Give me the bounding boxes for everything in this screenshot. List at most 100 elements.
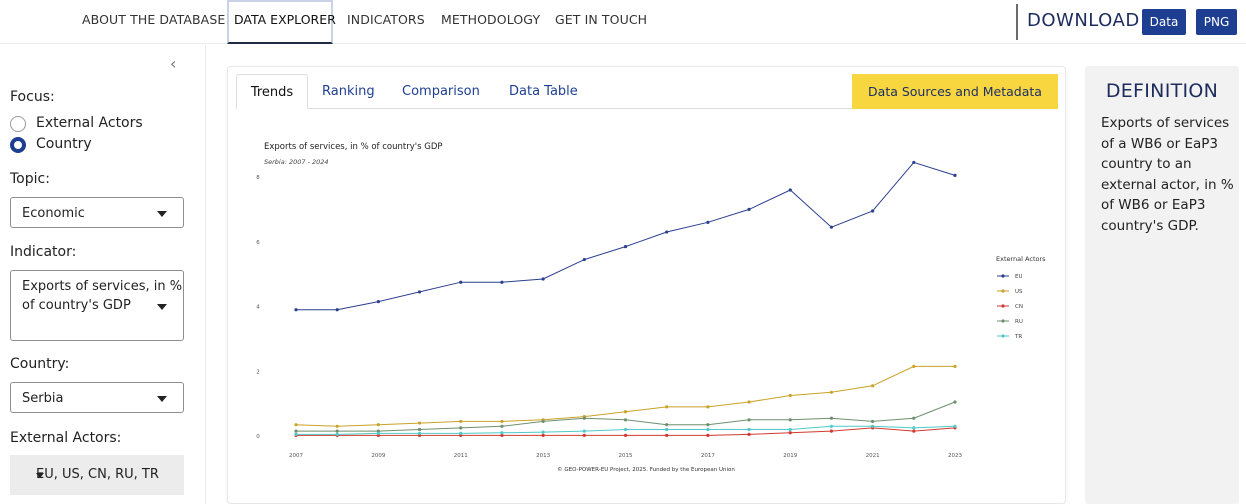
y-tick-label: 2 bbox=[256, 369, 260, 375]
radio-checked-icon[interactable] bbox=[10, 137, 26, 153]
x-tick-label: 2009 bbox=[371, 453, 385, 459]
topic-select[interactable]: Economic bbox=[10, 197, 184, 228]
data-point-tr bbox=[747, 427, 751, 432]
definition-panel: DEFINITION Exports of services of a WB6 … bbox=[1085, 66, 1239, 504]
external-actors-select[interactable]: EU, US, CN, RU, TR bbox=[10, 455, 184, 495]
series-line-eu bbox=[296, 161, 956, 311]
focus-option-external-actors[interactable]: External Actors bbox=[10, 115, 190, 133]
data-point-tr bbox=[335, 432, 339, 436]
data-point-ru bbox=[665, 423, 669, 427]
data-point-ru bbox=[953, 400, 957, 404]
data-point-tr bbox=[376, 431, 380, 436]
data-point-tr bbox=[912, 426, 916, 430]
data-point-tr bbox=[541, 430, 545, 434]
x-tick-label: 2015 bbox=[619, 453, 633, 459]
data-point-cn bbox=[541, 433, 545, 437]
y-tick-label: 8 bbox=[256, 175, 260, 181]
data-point-tr bbox=[953, 424, 957, 428]
data-point-ru bbox=[541, 419, 545, 424]
legend-marker-us bbox=[1001, 289, 1005, 293]
x-tick-label: 2019 bbox=[783, 453, 797, 459]
external-actors-label: External Actors: bbox=[10, 430, 122, 446]
data-point-us bbox=[335, 424, 339, 428]
data-point-eu bbox=[417, 290, 422, 294]
caret-down-icon bbox=[157, 211, 167, 217]
radio-unchecked-icon[interactable] bbox=[10, 116, 26, 132]
data-point-eu bbox=[747, 207, 751, 211]
focus-option-label: Country bbox=[36, 136, 92, 152]
chevron-left-icon[interactable]: ‹ bbox=[170, 54, 177, 73]
data-point-tr bbox=[829, 424, 834, 428]
data-point-tr bbox=[623, 427, 628, 432]
data-point-us bbox=[788, 393, 792, 398]
country-select[interactable]: Serbia bbox=[10, 382, 184, 413]
indicator-label: Indicator: bbox=[10, 244, 77, 260]
data-point-eu bbox=[788, 188, 792, 192]
topic-select-value: Economic bbox=[22, 206, 85, 221]
data-point-ru bbox=[623, 418, 628, 422]
data-point-eu bbox=[912, 160, 916, 165]
data-point-us bbox=[294, 423, 298, 427]
definition-text: Exports of services of a WB6 or EaP3 cou… bbox=[1101, 115, 1234, 234]
country-label: Country: bbox=[10, 356, 70, 372]
data-point-ru bbox=[788, 418, 792, 422]
data-point-cn bbox=[829, 429, 834, 433]
x-tick-label: 2013 bbox=[536, 453, 550, 459]
data-point-us bbox=[417, 421, 422, 425]
data-point-us bbox=[912, 364, 916, 368]
caret-down-icon bbox=[157, 304, 167, 310]
data-point-cn bbox=[500, 433, 504, 437]
data-point-ru bbox=[459, 426, 463, 430]
data-sources-button[interactable]: Data Sources and Metadata bbox=[852, 74, 1058, 109]
data-point-eu bbox=[335, 308, 339, 312]
nav-methodology[interactable]: METHODOLOGY bbox=[441, 12, 541, 27]
definition-title: DEFINITION bbox=[1105, 80, 1219, 102]
indicator-select[interactable]: Exports of services, in % of country's G… bbox=[10, 270, 184, 341]
country-select-value: Serbia bbox=[22, 391, 64, 406]
indicator-select-value-line1: Exports of services, in % bbox=[22, 279, 183, 294]
data-point-eu bbox=[294, 308, 298, 312]
data-point-us bbox=[706, 405, 710, 409]
data-point-tr bbox=[665, 427, 669, 432]
tab-data-table[interactable]: Data Table bbox=[509, 84, 578, 99]
x-tick-label: 2017 bbox=[701, 453, 715, 459]
tab-ranking[interactable]: Ranking bbox=[322, 84, 375, 99]
data-point-tr bbox=[459, 431, 463, 436]
x-tick-label: 2011 bbox=[454, 453, 468, 459]
data-point-us bbox=[953, 364, 957, 368]
data-point-eu bbox=[871, 209, 875, 213]
data-point-ru bbox=[747, 418, 751, 422]
data-point-eu bbox=[376, 300, 380, 304]
data-point-eu bbox=[706, 220, 710, 224]
data-point-eu bbox=[623, 245, 628, 249]
data-point-cn bbox=[706, 433, 710, 437]
data-point-ru bbox=[912, 416, 916, 420]
tab-comparison[interactable]: Comparison bbox=[402, 84, 480, 99]
tab-trends[interactable]: Trends bbox=[236, 74, 308, 109]
top-navigation: ABOUT THE DATABASE DATA EXPLORER INDICAT… bbox=[0, 0, 1246, 44]
data-point-tr bbox=[871, 424, 875, 428]
download-png-button[interactable]: PNG bbox=[1196, 9, 1237, 35]
data-point-cn bbox=[623, 433, 628, 437]
data-point-tr bbox=[500, 431, 504, 435]
chart-title: Exports of services, in % of country's G… bbox=[264, 142, 443, 152]
legend-label-us: US bbox=[1015, 289, 1023, 295]
legend-label-cn: CN bbox=[1015, 304, 1023, 310]
data-point-eu bbox=[953, 173, 957, 177]
nav-about-database[interactable]: ABOUT THE DATABASE bbox=[82, 12, 226, 27]
nav-indicators[interactable]: INDICATORS bbox=[347, 12, 425, 27]
download-data-button[interactable]: Data bbox=[1142, 9, 1186, 35]
focus-option-country[interactable]: Country bbox=[10, 136, 190, 154]
data-point-ru bbox=[294, 429, 298, 433]
data-point-ru bbox=[582, 416, 586, 420]
data-point-us bbox=[665, 405, 669, 409]
y-tick-label: 0 bbox=[256, 434, 260, 440]
external-actors-value: EU, US, CN, RU, TR bbox=[36, 467, 159, 482]
legend-title: External Actors bbox=[996, 255, 1046, 263]
view-tabs: Trends Ranking Comparison Data Table bbox=[236, 74, 1058, 109]
nav-get-in-touch[interactable]: GET IN TOUCH bbox=[555, 12, 648, 27]
legend-marker-ru bbox=[1001, 319, 1005, 323]
data-point-cn bbox=[747, 432, 751, 436]
nav-data-explorer[interactable]: DATA EXPLORER bbox=[227, 0, 336, 44]
indicator-select-value-line2: of country's GDP bbox=[22, 298, 131, 313]
